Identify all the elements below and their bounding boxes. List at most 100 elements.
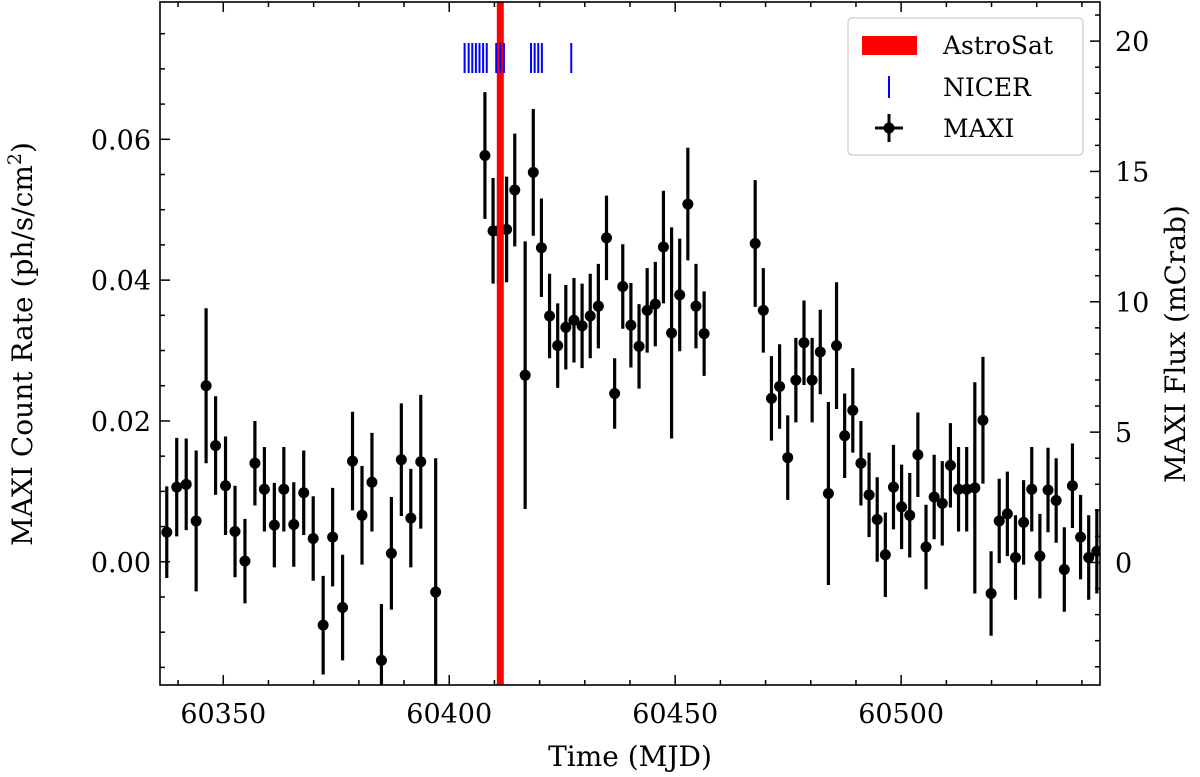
x-tick-label: 60400: [406, 699, 492, 730]
legend: AstroSat NICER MAXI: [847, 17, 1084, 156]
maxi-point: [1066, 480, 1078, 492]
y-axis-left-title-close: ): [6, 142, 39, 153]
maxi-point: [1018, 516, 1030, 528]
legend-astrosat-swatch: [862, 36, 917, 55]
maxi-point: [920, 541, 932, 553]
maxi-point: [944, 459, 956, 471]
maxi-point: [757, 304, 769, 316]
maxi-point: [161, 526, 173, 538]
maxi-point: [552, 340, 564, 352]
maxi-point: [749, 238, 761, 250]
y-right-tick-label: 0: [1115, 548, 1132, 579]
maxi-point: [527, 166, 539, 178]
maxi-point: [649, 298, 661, 310]
legend-maxi-marker: [883, 122, 895, 134]
maxi-point: [887, 481, 899, 493]
maxi-point: [977, 414, 989, 426]
maxi-point: [544, 310, 556, 322]
maxi-point: [936, 497, 948, 509]
maxi-point: [298, 487, 310, 499]
x-axis-title: Time (MJD): [548, 740, 712, 773]
maxi-point: [1058, 564, 1070, 576]
maxi-point: [220, 480, 232, 492]
maxi-point: [317, 619, 329, 631]
maxi-point: [1034, 550, 1046, 562]
maxi-point: [609, 387, 621, 399]
maxi-point: [969, 482, 981, 494]
maxi-point: [879, 549, 891, 561]
maxi-point: [501, 223, 513, 235]
maxi-point: [822, 487, 834, 499]
plot-marks: [161, 2, 1100, 685]
y-right-tick-label: 5: [1115, 418, 1132, 449]
maxi-point: [682, 198, 694, 210]
maxi-point: [985, 587, 997, 599]
maxi-point: [519, 369, 531, 381]
maxi-point: [798, 337, 810, 349]
y-left-tick-label: 0.00: [91, 548, 151, 579]
maxi-point: [641, 304, 653, 316]
maxi-point: [855, 457, 867, 469]
maxi-point: [912, 449, 924, 461]
maxi-point: [509, 184, 521, 196]
maxi-point: [375, 654, 387, 666]
maxi-point: [568, 314, 580, 326]
maxi-point: [1009, 552, 1021, 564]
maxi-point: [790, 374, 802, 386]
maxi-point: [896, 501, 908, 513]
maxi-point: [928, 491, 940, 503]
maxi-point: [171, 481, 183, 493]
maxi-point: [479, 149, 491, 161]
maxi-point: [327, 531, 339, 543]
maxi-point: [814, 346, 826, 358]
maxi-point: [268, 519, 280, 531]
x-tick-label: 60450: [632, 699, 718, 730]
maxi-point: [1042, 484, 1054, 496]
maxi-point: [1083, 552, 1095, 564]
maxi-point: [839, 430, 851, 442]
x-tick-label: 60350: [180, 699, 266, 730]
maxi-point: [415, 456, 427, 468]
maxi-point: [961, 483, 973, 495]
maxi-point: [904, 509, 916, 521]
maxi-point: [863, 489, 875, 501]
maxi-point: [625, 319, 637, 331]
maxi-point: [385, 547, 397, 559]
maxi-point: [210, 440, 222, 452]
maxi-point: [601, 232, 612, 244]
maxi-point: [239, 555, 251, 567]
maxi-point: [258, 483, 270, 495]
maxi-point: [674, 289, 686, 301]
y-axis-left-title-sup: 2: [4, 153, 26, 165]
maxi-point: [1050, 495, 1062, 507]
maxi-point: [698, 328, 710, 340]
y-right-tick-label: 20: [1115, 27, 1149, 58]
maxi-point: [1091, 545, 1100, 557]
maxi-point: [765, 392, 777, 404]
axes: 60350 60400 60450 60500 0.00 0.02 0.04 0.06 0 5 10…: [91, 2, 1149, 730]
y-axis-left-title-main: MAXI Count Rate (ph/s/cm: [6, 165, 39, 546]
maxi-point: [1001, 508, 1013, 520]
maxi-point: [782, 452, 794, 464]
y-left-tick-label: 0.06: [91, 125, 151, 156]
maxi-point: [405, 512, 417, 524]
maxi-point: [1026, 483, 1038, 495]
maxi-point: [847, 404, 859, 416]
maxi-point: [576, 320, 588, 332]
maxi-point: [690, 300, 702, 312]
maxi-point: [592, 300, 604, 312]
maxi-point: [871, 514, 883, 526]
y-left-tick-label: 0.02: [91, 407, 151, 438]
maxi-point: [774, 380, 786, 392]
maxi-point: [307, 533, 319, 545]
maxi-point: [200, 380, 212, 392]
maxi-point: [366, 476, 378, 488]
y-left-tick-label: 0.04: [91, 266, 151, 297]
maxi-point: [180, 478, 192, 490]
maxi-point: [356, 509, 368, 521]
maxi-point: [347, 455, 359, 467]
maxi-point: [657, 241, 669, 253]
maxi-point: [617, 280, 629, 292]
maxi-point: [229, 526, 241, 538]
